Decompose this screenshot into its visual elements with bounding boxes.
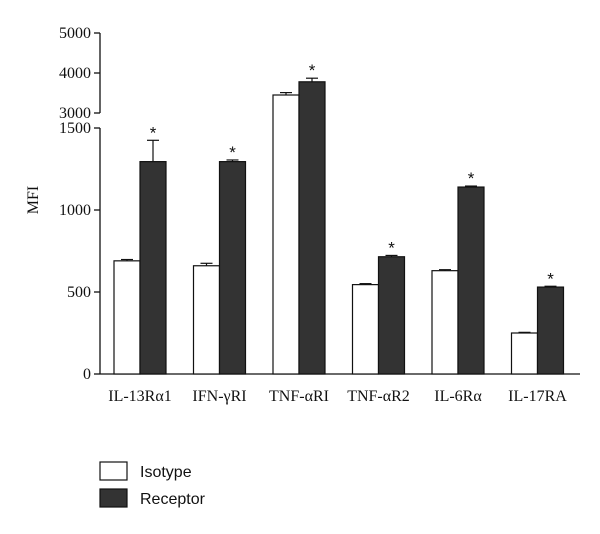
significance-star-5: *: [547, 269, 554, 288]
bars: [113, 77, 565, 375]
bar-receptor-4: [457, 186, 485, 375]
y-tick-label-lower-0: 0: [83, 366, 91, 383]
significance-star-2: *: [309, 61, 316, 80]
y-tick-label-lower-1: 500: [67, 284, 91, 301]
bar-isotype-4: [431, 270, 459, 375]
x-tick-label-1: IFN-γRI: [192, 388, 246, 405]
bar-isotype-5: [510, 332, 539, 375]
bar-isotype-0: [113, 260, 141, 375]
y-tick-label-upper-1: 4000: [59, 65, 91, 82]
bar-receptor-2: [298, 81, 326, 375]
bar-isotype-2: [272, 94, 300, 375]
x-tick-label-0: IL-13Rα1: [108, 388, 171, 405]
axis-break-gap: [101, 114, 581, 127]
bar-receptor-3: [377, 256, 406, 375]
bar-receptor-1: [218, 161, 247, 375]
legend-swatch-isotype: [99, 461, 128, 481]
y-tick-label-upper-2: 5000: [59, 25, 91, 42]
x-tick-label-5: IL-17RA: [508, 388, 567, 405]
x-tick-label-3: TNF-αR2: [347, 388, 410, 405]
significance-star-4: *: [468, 169, 475, 188]
legend: Isotype Receptor: [99, 461, 206, 508]
x-tick-label-4: IL-6Rα: [434, 388, 482, 405]
bar-isotype-1: [192, 265, 221, 375]
y-tick-label-upper-0: 3000: [59, 105, 91, 122]
significance-star-1: *: [229, 143, 236, 162]
x-tick-label-2: TNF-αRI: [269, 388, 329, 405]
bar-isotype-3: [351, 284, 380, 375]
y-axis-label: MFI: [25, 186, 42, 214]
legend-swatch-receptor: [99, 488, 128, 508]
labels: * IL-13Rα1 * IFN-γRI * TNF-αRI * TNF-αR2 * IL-6Rα…: [108, 61, 567, 405]
y-tick-label-lower-2: 1000: [59, 202, 91, 219]
legend-label-isotype: Isotype: [140, 464, 192, 481]
bar-receptor-5: [536, 286, 565, 375]
y-tick-label-lower-3: 1500: [59, 120, 91, 137]
significance-star-3: *: [388, 238, 395, 257]
bar-receptor-0: [139, 161, 167, 375]
significance-star-0: *: [150, 123, 157, 142]
legend-label-receptor: Receptor: [140, 491, 206, 508]
